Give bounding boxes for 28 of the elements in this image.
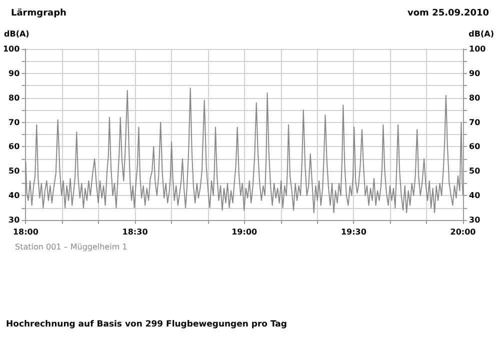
line-series [25,88,464,214]
chart-subtitle: vom 25.09.2010 [408,8,490,18]
x-tick-label: 19:30 [340,228,367,236]
y-tick-label: 90 [8,68,20,78]
y2-tick-label: 80 [469,93,481,102]
y-tick-label: 50 [8,166,20,176]
y-tick-label: 100 [2,44,20,54]
text: Station 001 – Müggelheim 1 [15,242,128,252]
y2-axis-title: dB(A) [468,30,494,38]
y2-tick-label: 60 [469,142,481,152]
x-tick-label: 18:30 [122,228,148,236]
y2-tick-label: 30 [469,216,481,224]
y2-tick-label: 90 [469,68,481,78]
y2-tick-label: 100 [469,44,486,54]
x-tick-label: 18:00 [12,228,39,236]
chart-title: Lärmgraph [11,8,66,18]
text: Hochrechnung auf Basis von 299 Flugbewegungen pro Tag [6,320,287,330]
y2-tick-label: 40 [469,191,481,200]
y-tick-label: 40 [8,191,20,200]
y-tick-label: 30 [8,216,20,224]
y-tick-label: 60 [8,142,20,152]
y2-tick-label: 50 [469,166,481,176]
y2-tick-label: 70 [469,118,481,127]
x-tick-label: 19:00 [232,228,258,236]
y-tick-label: 70 [8,118,20,127]
y-axis-title: dB(A) [4,30,30,38]
y-tick-label: 80 [8,93,20,102]
x-tick-label: 20:00 [450,228,476,236]
